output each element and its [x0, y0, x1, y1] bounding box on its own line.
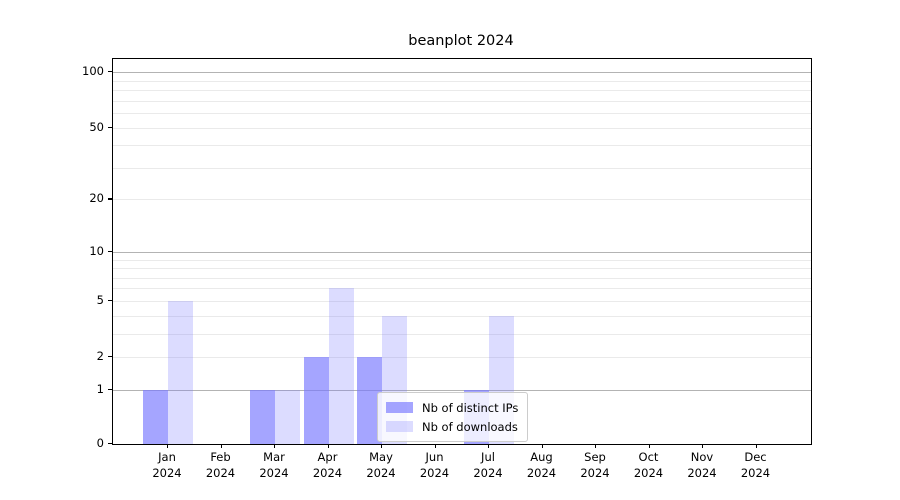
y-tick-mark [108, 250, 112, 252]
x-tick-label: Jan 2024 [137, 449, 197, 481]
x-tick-year: 2024 [633, 466, 664, 480]
legend-swatch [386, 402, 413, 413]
x-tick-mark [541, 444, 543, 448]
bar-downloads [328, 288, 354, 444]
x-tick-label: May 2024 [351, 449, 411, 481]
minor-gridline [113, 315, 811, 317]
x-tick-month: Apr [317, 450, 338, 464]
bar-downloads [168, 300, 193, 444]
x-tick-mark [488, 444, 490, 448]
x-tick-year: 2024 [740, 466, 771, 480]
y-tick-mark [108, 198, 112, 200]
x-tick-year: 2024 [259, 466, 289, 480]
minor-gridline [113, 268, 811, 270]
bar-distinct-ips [143, 389, 168, 444]
legend-label: Nb of distinct IPs [422, 400, 519, 415]
y-tick-mark [108, 356, 112, 358]
x-tick-label: Nov 2024 [672, 449, 732, 481]
legend-swatch [386, 421, 413, 432]
x-tick-year: 2024 [526, 466, 557, 480]
x-tick-label: Jul 2024 [458, 449, 518, 481]
major-gridline [113, 389, 811, 391]
minor-gridline [113, 333, 811, 335]
x-tick-label: Sep 2024 [565, 449, 625, 481]
x-tick-month: Nov [690, 450, 714, 464]
y-tick-mark [108, 299, 112, 302]
x-tick-mark [220, 444, 222, 448]
x-tick-month: Aug [530, 450, 553, 464]
minor-gridline [113, 357, 811, 359]
x-tick-month: Mar [263, 450, 285, 464]
major-gridline [113, 251, 811, 253]
x-tick-month: Oct [638, 450, 659, 464]
y-tick-mark [108, 443, 112, 445]
y-tick-label: 0 [96, 436, 104, 450]
legend: Nb of distinct IPs Nb of downloads [377, 392, 529, 442]
y-tick-label: 1 [96, 381, 104, 396]
x-tick-year: 2024 [312, 466, 343, 480]
x-tick-label: Oct 2024 [619, 449, 679, 481]
major-gridline [113, 72, 811, 74]
bar-downloads [275, 389, 300, 444]
minor-gridline [113, 100, 811, 102]
x-tick-year: 2024 [419, 466, 450, 480]
x-tick-month: Jul [481, 450, 495, 464]
x-tick-label: Feb 2024 [191, 449, 251, 481]
x-tick-month: Sep [584, 450, 606, 464]
x-tick-mark [755, 444, 757, 448]
minor-gridline [113, 199, 811, 201]
x-tick-month: Dec [744, 450, 767, 464]
x-tick-year: 2024 [687, 466, 717, 480]
minor-gridline [113, 80, 811, 82]
y-tick-label: 10 [89, 243, 104, 258]
x-tick-label: Jun 2024 [405, 449, 465, 481]
x-tick-month: May [369, 450, 393, 464]
minor-gridline [113, 90, 811, 92]
legend-label: Nb of downloads [422, 419, 518, 434]
x-tick-mark [595, 444, 597, 448]
minor-gridline [113, 145, 811, 147]
y-tick-label: 100 [82, 64, 104, 79]
y-tick-mark [108, 388, 112, 391]
x-tick-mark [274, 444, 276, 448]
x-tick-label: Dec 2024 [726, 449, 786, 481]
x-tick-year: 2024 [152, 466, 182, 480]
x-tick-year: 2024 [366, 466, 396, 480]
x-tick-label: Mar 2024 [244, 449, 304, 481]
minor-gridline [113, 127, 811, 129]
minor-gridline [113, 167, 811, 169]
x-tick-label: Aug 2024 [512, 449, 572, 481]
y-tick-label: 2 [96, 349, 104, 364]
minor-gridline [113, 288, 811, 290]
x-tick-mark [167, 444, 169, 448]
x-tick-year: 2024 [580, 466, 610, 480]
x-tick-month: Feb [210, 450, 231, 464]
x-tick-mark [327, 444, 329, 448]
legend-item: Nb of distinct IPs [386, 398, 518, 417]
x-tick-label: Apr 2024 [298, 449, 358, 481]
plot-area: Nb of distinct IPs Nb of downloads [112, 58, 812, 445]
x-tick-mark [648, 444, 650, 448]
legend-item: Nb of downloads [386, 417, 518, 436]
x-tick-month: Jun [425, 450, 444, 464]
y-tick-label: 50 [89, 119, 104, 134]
bar-distinct-ips [250, 389, 275, 444]
y-tick-label: 5 [96, 292, 104, 307]
y-tick-label: 20 [89, 191, 104, 206]
y-tick-mark [108, 126, 112, 128]
bar-distinct-ips [303, 357, 329, 444]
x-tick-mark [702, 444, 704, 448]
x-tick-year: 2024 [473, 466, 503, 480]
x-tick-mark [381, 444, 383, 448]
x-tick-month: Jan [158, 450, 176, 464]
x-tick-year: 2024 [205, 466, 236, 480]
minor-gridline [113, 113, 811, 115]
chart-title: beanplot 2024 [408, 33, 514, 49]
y-tick-mark [108, 71, 112, 73]
minor-gridline [113, 277, 811, 279]
minor-gridline [113, 300, 811, 302]
minor-gridline [113, 259, 811, 261]
x-tick-mark [434, 444, 436, 448]
